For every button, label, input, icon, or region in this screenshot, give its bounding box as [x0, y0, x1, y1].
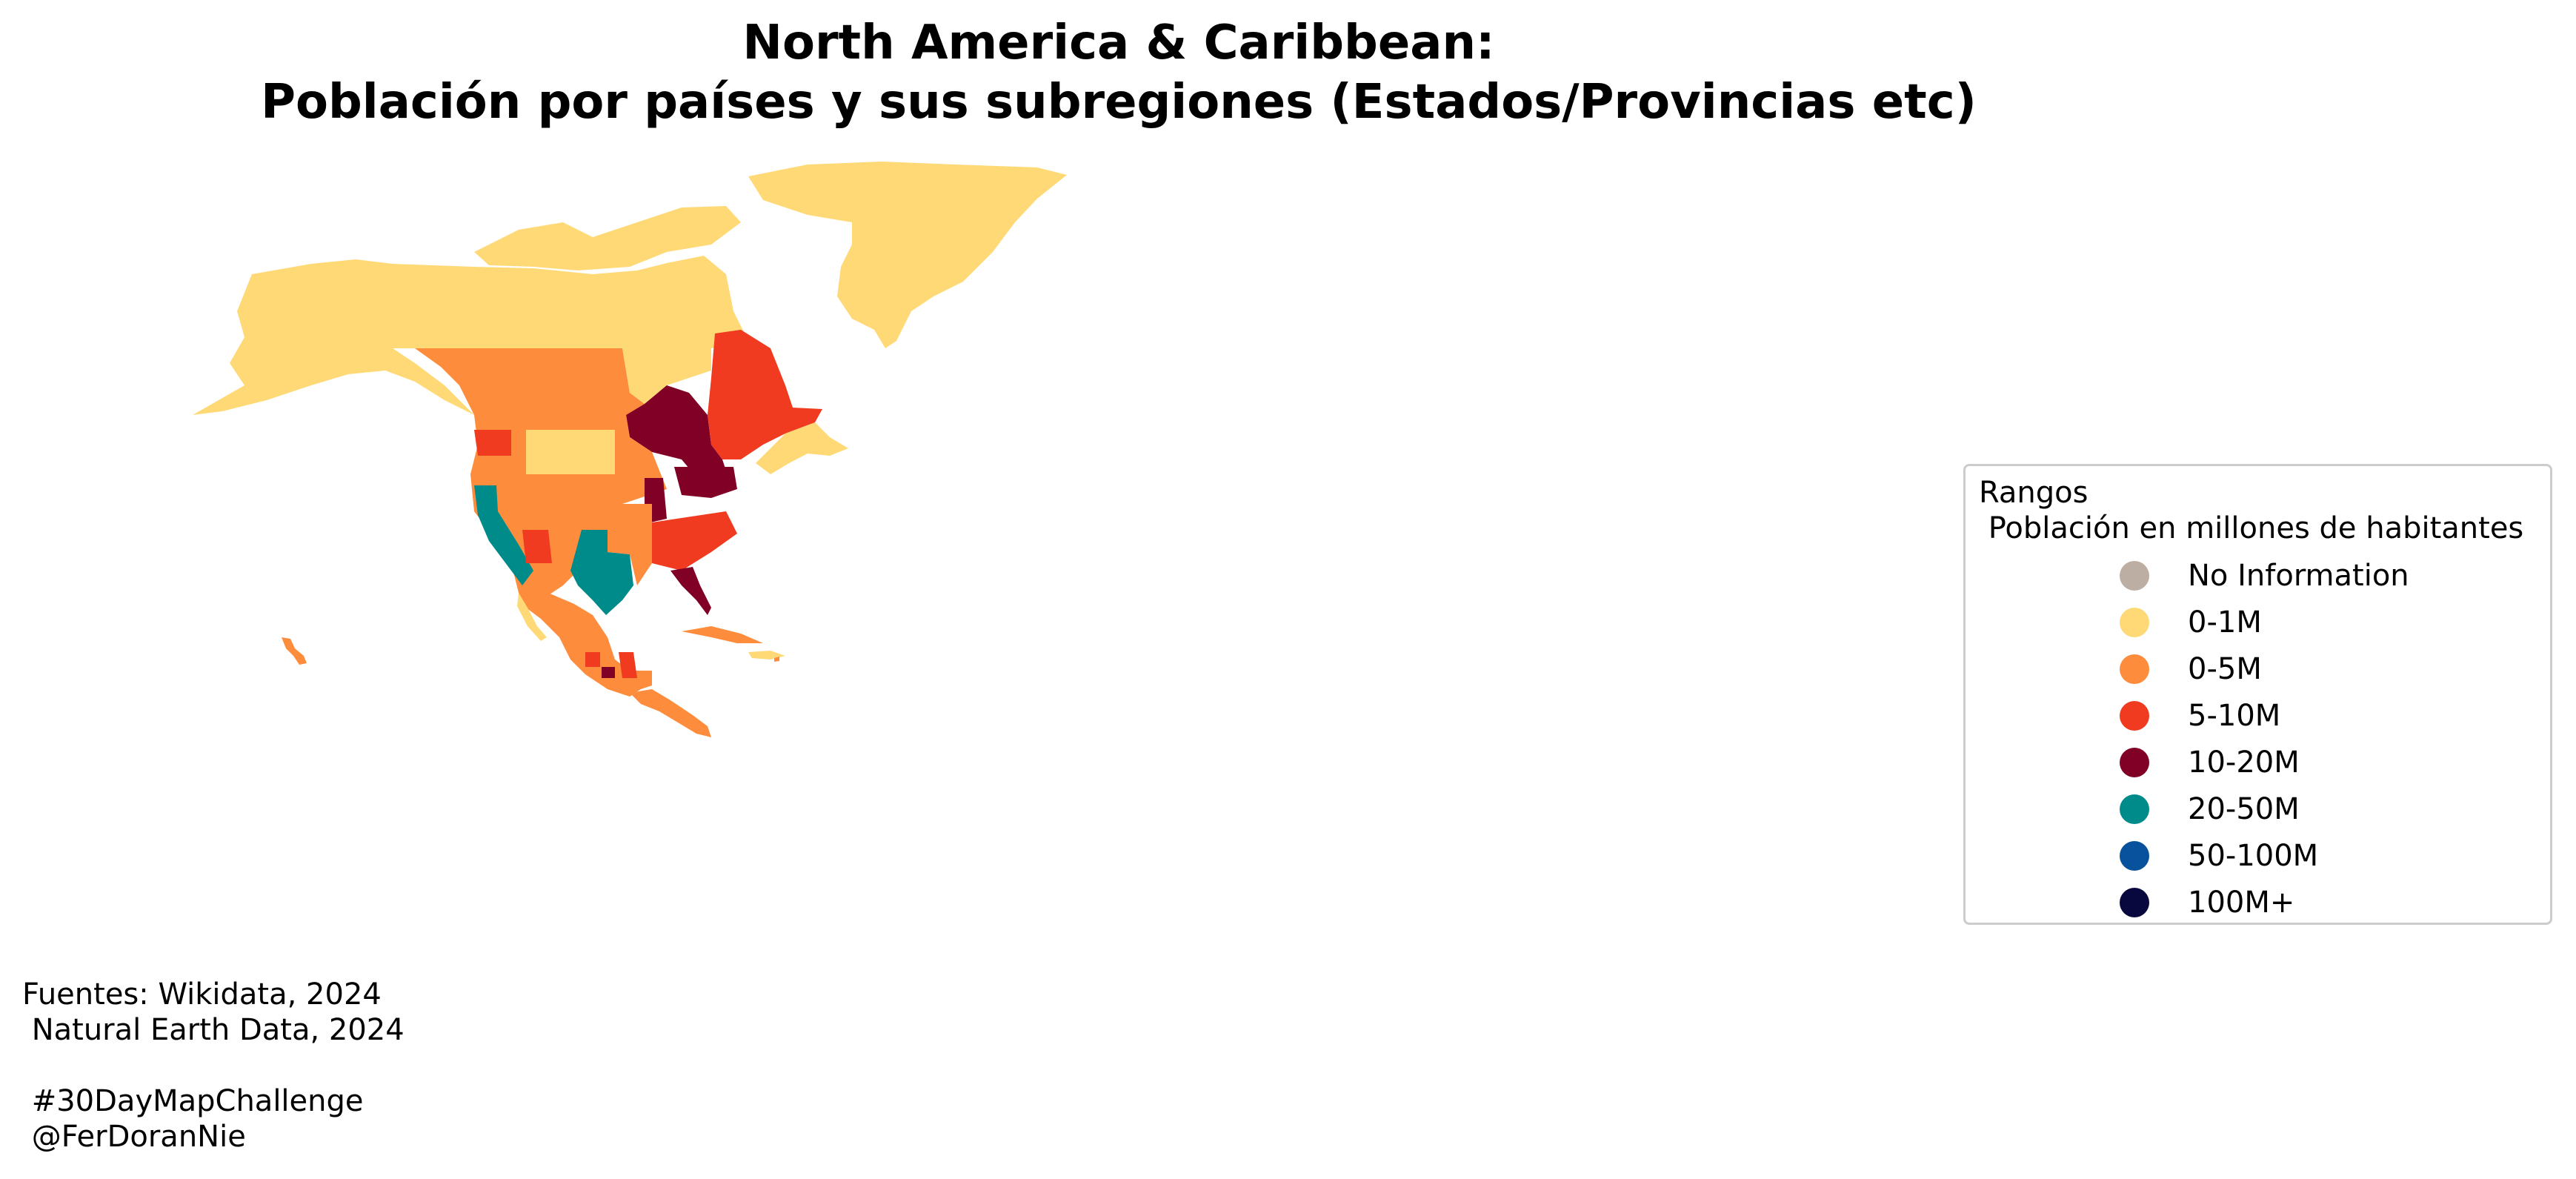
legend-label: 0-1M: [2188, 605, 2262, 640]
region-california: [474, 485, 533, 585]
region-hudson-fringe: [622, 348, 711, 404]
region-central-america: [630, 689, 711, 737]
legend-color-dot: [2120, 887, 2149, 917]
legend-color-dot: [2120, 700, 2149, 731]
region-veracruz: [619, 652, 637, 678]
legend-color-dot: [2120, 840, 2149, 871]
region-alaska: [193, 259, 474, 415]
legend-item: 0-5M: [2120, 645, 2409, 692]
legend-title: Rangos Población en millones de habitant…: [1979, 475, 2523, 546]
legend-item: 10-20M: [2120, 739, 2409, 786]
region-mexico-city: [602, 667, 615, 678]
legend-color-dot: [2120, 654, 2149, 684]
legend-item: 5-10M: [2120, 692, 2409, 739]
legend-item: 20-50M: [2120, 786, 2409, 832]
region-southeast: [652, 511, 737, 571]
region-cuba: [682, 626, 763, 643]
region-mexico: [519, 593, 652, 697]
region-hawaii: [282, 637, 307, 665]
legend-color-dot: [2120, 560, 2149, 591]
legend-item: 0-1M: [2120, 599, 2409, 645]
region-quebec: [708, 330, 822, 459]
legend-color-dot: [2120, 794, 2149, 824]
legend: Rangos Población en millones de habitant…: [1963, 464, 2552, 925]
legend-label: 0-5M: [2188, 651, 2262, 686]
legend-label: 5-10M: [2188, 698, 2281, 733]
region-puerto-rico: [774, 657, 779, 662]
region-atlantic-canada: [756, 422, 848, 474]
region-western-canada: [415, 348, 645, 415]
region-hispaniola: [748, 651, 785, 660]
legend-label: 20-50M: [2188, 791, 2300, 826]
title-line-1: North America & Caribbean:: [742, 16, 1495, 70]
title-line-2: Población por países y sus subregiones (…: [261, 75, 1977, 130]
region-canada-north: [393, 256, 748, 348]
legend-item: No Information: [2120, 552, 2409, 599]
region-greenland: [748, 162, 1067, 348]
region-texas: [570, 530, 633, 615]
region-jalisco: [585, 652, 600, 667]
region-arizona: [522, 530, 552, 563]
map-title: North America & Caribbean: Población por…: [0, 13, 2237, 132]
legend-label: 100M+: [2188, 885, 2295, 920]
legend-label: No Information: [2188, 558, 2409, 593]
region-plains: [526, 430, 615, 474]
region-florida: [670, 567, 711, 615]
legend-color-dot: [2120, 747, 2149, 777]
region-ontario: [626, 385, 730, 482]
legend-item: 100M+: [2120, 879, 2409, 926]
region-south-central: [608, 504, 652, 585]
legend-title-line-1: Rangos: [1979, 476, 2089, 510]
region-washington: [474, 430, 511, 456]
sources-note: Fuentes: Wikidata, 2024 Natural Earth Da…: [22, 977, 405, 1154]
region-northeast: [674, 467, 737, 498]
legend-item: 50-100M: [2120, 832, 2409, 879]
legend-color-dot: [2120, 607, 2149, 637]
legend-title-line-2: Población en millones de habitantes: [1979, 511, 2524, 545]
legend-label: 50-100M: [2188, 838, 2319, 873]
legend-label: 10-20M: [2188, 745, 2300, 780]
region-arctic-islands: [474, 206, 741, 270]
legend-items: No Information 0-1M 0-5M 5-10M 10-20M 20-50M 5…: [2120, 552, 2409, 926]
region-baja: [517, 593, 547, 641]
